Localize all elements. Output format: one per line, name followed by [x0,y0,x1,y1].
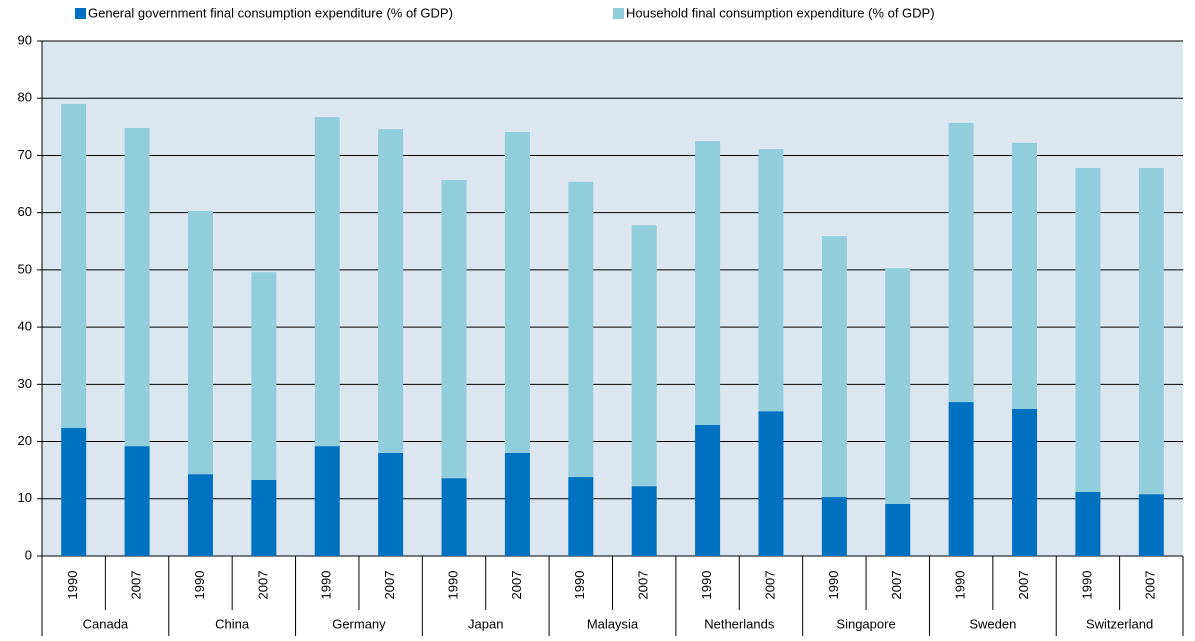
bar-segment [885,268,911,504]
bar-segment [948,122,974,403]
bar-segment [758,149,784,412]
bar-segment [187,474,213,556]
bar-segment [378,453,404,556]
y-tick-label: 30 [18,376,32,391]
bar-segment [1012,408,1038,556]
bar-segment [251,272,277,480]
group-label: Canada [83,616,129,631]
y-tick-label: 80 [18,90,32,105]
bar-segment [504,453,530,556]
x-tick-label: 1990 [1079,571,1094,600]
y-tick-label: 0 [25,547,32,562]
bar-segment [124,127,150,447]
x-tick-label: 1990 [699,571,714,600]
bar-segment [695,424,721,556]
x-tick-label: 2007 [889,571,904,600]
bar-segment [758,411,784,556]
bar-segment [504,131,530,453]
y-tick-label: 70 [18,147,32,162]
bar-segment [251,479,277,556]
group-label: Switzerland [1086,616,1153,631]
bar-segment [1138,494,1164,556]
x-tick-label: 1990 [192,571,207,600]
bar-segment [1075,168,1101,492]
x-tick-label: 1990 [572,571,587,600]
bar-segment [568,181,594,478]
group-label: Japan [468,616,503,631]
x-tick-label: 1990 [319,571,334,600]
group-label: Netherlands [704,616,775,631]
bar-segment [187,210,213,475]
bar-segment [568,477,594,556]
x-tick-label: 2007 [129,571,144,600]
y-tick-label: 50 [18,261,32,276]
bar-segment [124,446,150,556]
bar-segment [631,225,657,487]
x-tick-label: 2007 [1016,571,1031,600]
group-label: Sweden [969,616,1016,631]
plot-background [42,41,1183,556]
bar-segment [948,402,974,556]
x-tick-label: 2007 [636,571,651,600]
x-tick-label: 1990 [445,571,460,600]
bar-segment [821,497,847,556]
bar-segment [378,129,404,453]
bar-segment [695,141,721,425]
bar-segment [441,180,467,479]
x-tick-label: 2007 [255,571,270,600]
bar-segment [631,486,657,556]
x-tick-label: 2007 [1143,571,1158,600]
x-tick-label: 1990 [826,571,841,600]
bar-segment [314,446,340,556]
legend-swatch [613,8,624,19]
bar-segment [885,503,911,556]
group-label: China [215,616,250,631]
y-tick-label: 20 [18,433,32,448]
x-tick-label: 2007 [382,571,397,600]
x-tick-label: 1990 [65,571,80,600]
bar-segment [1012,142,1038,409]
legend-label: Household final consumption expenditure … [626,5,935,20]
x-tick-label: 2007 [509,571,524,600]
group-label: Malaysia [587,616,639,631]
y-tick-label: 10 [18,490,32,505]
legend-label: General government final consumption exp… [88,5,453,20]
bar-segment [61,103,87,428]
bar-segment [821,236,847,498]
x-tick-label: 2007 [762,571,777,600]
bar-segment [441,478,467,556]
y-tick-label: 40 [18,319,32,334]
group-label: Germany [332,616,386,631]
bar-segment [1138,168,1164,495]
legend-swatch [75,8,86,19]
x-tick-label: 1990 [953,571,968,600]
bar-segment [314,117,340,447]
y-tick-label: 60 [18,204,32,219]
bar-segment [61,427,87,556]
group-label: Singapore [836,616,895,631]
y-tick-label: 90 [18,32,32,47]
bar-segment [1075,491,1101,556]
